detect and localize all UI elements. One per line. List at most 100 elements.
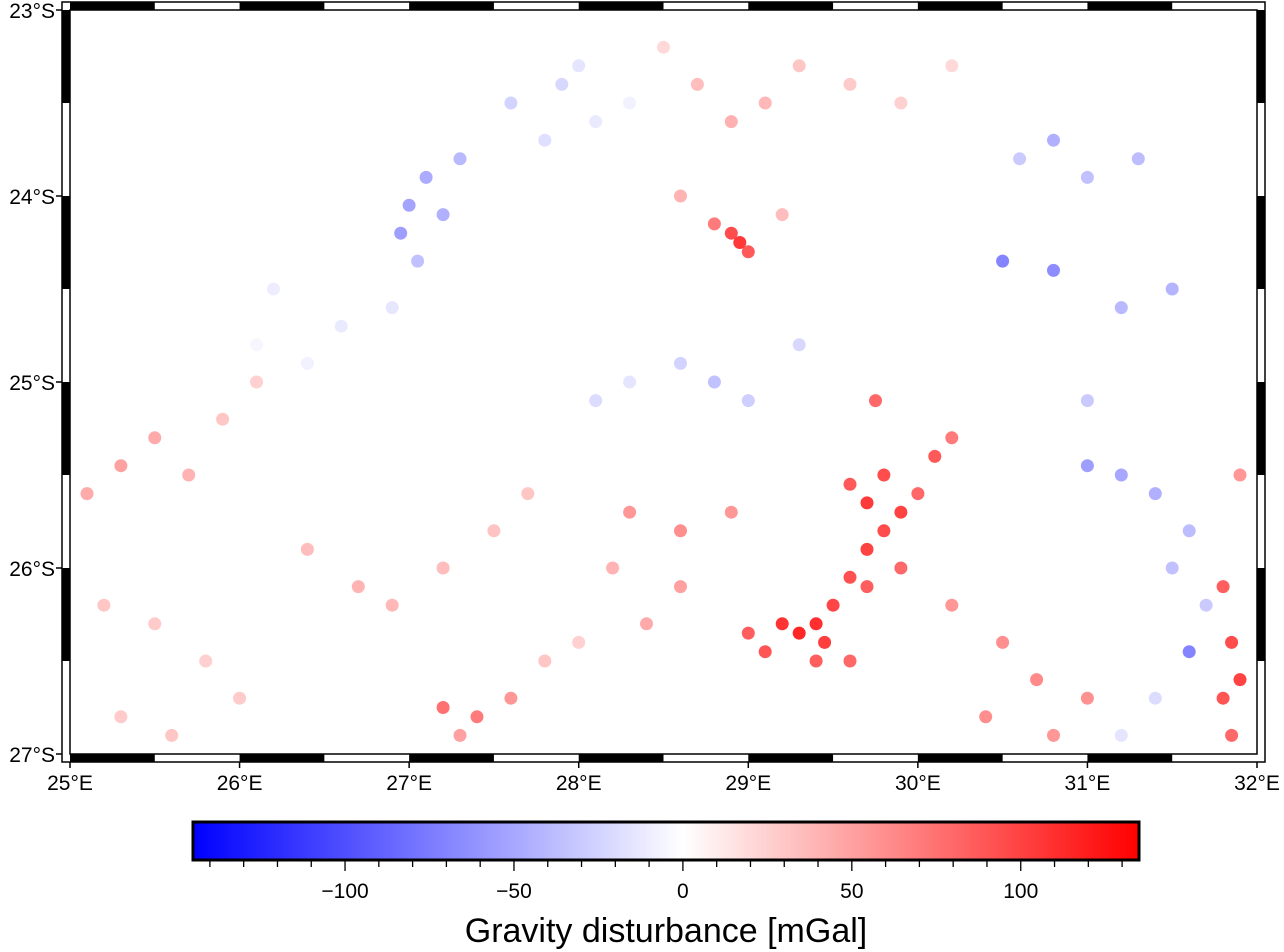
gravity-point [148,617,162,631]
gravity-point [809,617,823,631]
lon-tick-label: 26°E [217,772,263,795]
frame-segment-bottom [239,754,325,762]
gravity-point [411,254,425,268]
frame-segment-top [1087,2,1173,10]
gravity-point [741,394,755,408]
gravity-point [860,580,874,594]
gravity-point [300,356,314,370]
gravity-point [623,96,637,110]
gravity-point [877,468,891,482]
gravity-point [707,375,721,389]
gravity-point [402,198,416,212]
lon-tick-label: 30°E [895,772,941,795]
frame-segment-top [578,2,664,10]
lat-tick-label: 25°S [9,372,55,395]
gravity-point [1114,301,1128,315]
gravity-point [818,635,832,649]
gravity-point [250,338,263,352]
gravity-point [792,338,806,352]
gravity-point [1233,468,1247,482]
gravity-point [504,691,518,705]
gravity-point [894,96,908,110]
gravity-point [1216,580,1230,594]
gravity-point [538,133,552,147]
colorbar-tick-labels: −100 −50 0 50 100 [321,880,1038,903]
gravity-point [758,96,772,110]
gravity-point [843,570,857,584]
colorbar-tick-label: 0 [677,880,689,903]
gravity-point [504,96,518,110]
frame-segment-bottom [1087,754,1173,762]
frame-segment-left [62,196,70,289]
gravity-point [80,487,94,501]
colorbar-tick-label: 50 [840,880,863,903]
gravity-point [928,449,942,463]
gravity-point [1182,524,1196,538]
gravity-point [1182,645,1196,659]
gravity-point [1165,561,1179,575]
lon-tick-label: 29°E [725,772,771,795]
gravity-point [1047,263,1060,277]
gravity-point [843,77,857,91]
gravity-point [1114,728,1128,742]
frame-segment-bottom [917,754,1003,762]
gravity-point [1233,673,1247,687]
gravity-point [1216,691,1230,705]
gravity-point [945,59,959,73]
gravity-point [623,375,637,389]
gravity-point [572,635,586,649]
gravity-point [1080,459,1094,473]
gravity-point [436,561,450,575]
gravity-point [826,598,840,612]
colorbar-tick-label: −50 [496,880,532,903]
gravity-point [453,152,467,166]
gravity-point [623,505,637,519]
gravity-point [436,701,450,714]
frame-segment-top [70,2,155,10]
gravity-point [470,710,484,724]
frame-segment-left [62,382,70,475]
gravity-point [724,505,738,519]
frame-segment-right [1257,382,1265,475]
gravity-point [1013,152,1027,166]
lon-tick-label: 32°E [1234,772,1280,795]
gravity-point [877,524,891,538]
gravity-point [1148,487,1162,501]
gravity-point [674,580,687,594]
gravity-point [1148,691,1162,705]
latitude-tick-labels: 23°S 24°S 25°S 26°S 27°S [9,0,55,767]
gravity-point [657,40,670,54]
gravity-point [419,170,433,184]
colorbar-tick-label: −100 [321,880,368,903]
gravity-point [707,217,721,231]
gravity-point [724,115,738,129]
gravity-scatter-points [80,40,1247,742]
frame-segment-right [1257,10,1265,103]
gravity-point [385,301,399,315]
gravity-point [843,477,857,491]
gravity-point [351,580,365,594]
gravity-point [394,226,408,240]
map-background [70,10,1257,754]
gravity-point [487,524,501,538]
gravity-point [555,77,569,91]
gravity-point [114,710,128,724]
frame-segment-top [239,2,325,10]
gravity-point [674,189,687,203]
gravity-point [741,626,755,640]
gravity-point [690,77,704,91]
gravity-point [979,710,993,724]
gravity-point [1165,282,1179,296]
frame-segment-bottom [409,754,494,762]
colorbar-label: Gravity disturbance [mGal] [465,912,867,950]
gravity-point [300,542,314,556]
gravity-point [1080,691,1094,705]
gravity-point [1131,152,1145,166]
gravity-point [1047,728,1060,742]
gravity-point [233,691,247,705]
gravity-point [385,598,399,612]
gravity-point [894,561,908,575]
map-panel: 25°E 26°E 27°E 28°E 29°E 30°E 31°E 32°E 23°S 24°… [9,0,1280,795]
colorbar: −100 −50 0 50 100 Gravity disturbance [mGal] [191,820,1141,950]
